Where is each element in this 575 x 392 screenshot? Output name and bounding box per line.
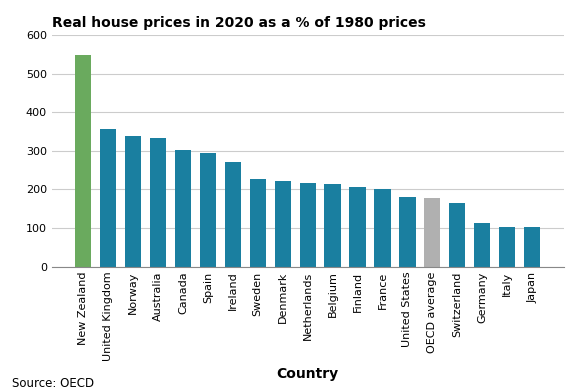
Bar	[324, 184, 340, 267]
Bar	[350, 187, 366, 267]
Bar	[150, 138, 166, 267]
Bar	[125, 136, 141, 267]
X-axis label: Country: Country	[277, 367, 339, 381]
Bar	[225, 162, 241, 267]
Bar	[449, 203, 465, 267]
Bar	[250, 179, 266, 267]
Text: Real house prices in 2020 as a % of 1980 prices: Real house prices in 2020 as a % of 1980…	[52, 16, 426, 30]
Bar	[399, 197, 416, 267]
Bar	[524, 227, 540, 267]
Bar	[175, 150, 191, 267]
Bar	[100, 129, 116, 267]
Bar	[499, 227, 515, 267]
Bar	[374, 189, 390, 267]
Text: Source: OECD: Source: OECD	[12, 377, 94, 390]
Bar	[200, 153, 216, 267]
Bar	[275, 181, 291, 267]
Bar	[300, 183, 316, 267]
Bar	[424, 198, 440, 267]
Bar	[75, 55, 91, 267]
Bar	[474, 223, 490, 267]
